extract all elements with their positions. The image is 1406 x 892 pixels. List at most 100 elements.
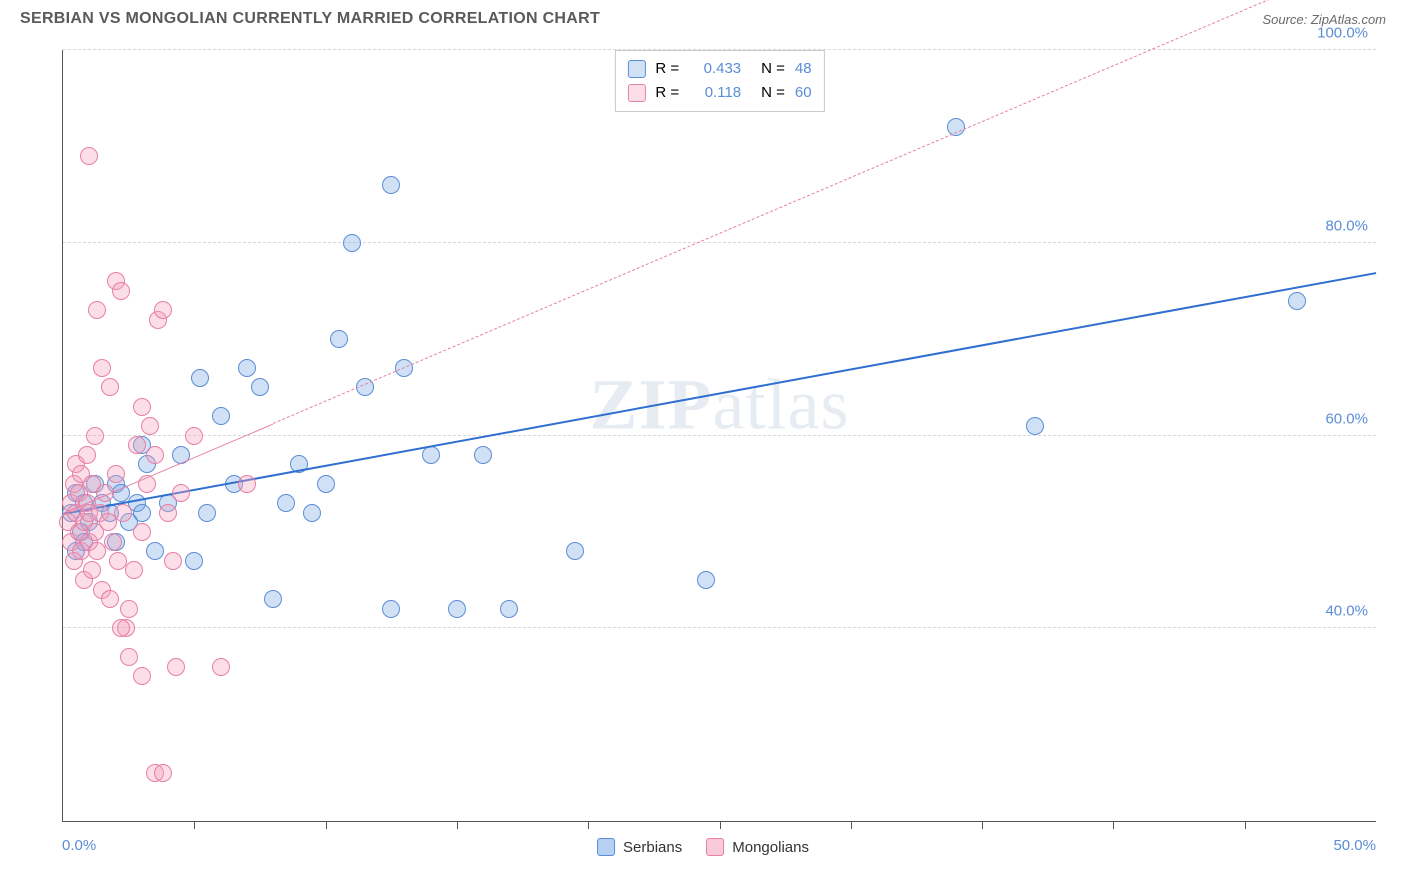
gridline: [63, 49, 1376, 50]
data-point: [238, 359, 256, 377]
data-point: [133, 523, 151, 541]
data-point: [83, 561, 101, 579]
gridline: [63, 627, 1376, 628]
data-point: [238, 475, 256, 493]
chart-container: Currently Married ZIPatlas R =0.433N =48…: [20, 40, 1386, 872]
title-bar: SERBIAN VS MONGOLIAN CURRENTLY MARRIED C…: [0, 0, 1406, 28]
legend-stat-row: R = 0.118 N = 60: [627, 81, 811, 105]
data-point: [128, 436, 146, 454]
x-tick: [588, 821, 589, 829]
data-point: [185, 427, 203, 445]
stat-n-value: 60: [795, 81, 812, 105]
x-axis-min-label: 0.0%: [62, 837, 96, 854]
data-point: [947, 118, 965, 136]
legend-stat-row: R = 0.433 N = 48: [627, 57, 811, 81]
stat-n-label: N =: [761, 81, 785, 105]
data-point: [80, 147, 98, 165]
data-point: [164, 552, 182, 570]
plot-area: ZIPatlas R =0.433N =48R =0.118N =60 40.0…: [62, 50, 1376, 822]
chart-title: SERBIAN VS MONGOLIAN CURRENTLY MARRIED C…: [20, 10, 600, 28]
legend-swatch: [597, 838, 615, 856]
data-point: [343, 234, 361, 252]
legend-swatch: [706, 838, 724, 856]
legend-swatch: [627, 60, 645, 78]
stat-n-label: N =: [761, 57, 785, 81]
legend-label: Serbians: [623, 839, 682, 856]
legend-swatch: [627, 84, 645, 102]
y-tick-label: 100.0%: [1317, 25, 1368, 42]
data-point: [133, 398, 151, 416]
legend-stats: R = 0.433 N = 48 R = 0.118 N = 60: [614, 50, 824, 112]
data-point: [114, 504, 132, 522]
data-point: [382, 600, 400, 618]
data-point: [146, 446, 164, 464]
data-point: [120, 648, 138, 666]
data-point: [112, 282, 130, 300]
data-point: [125, 561, 143, 579]
data-point: [251, 378, 269, 396]
legend-item: Serbians: [597, 838, 682, 856]
x-axis-max-label: 50.0%: [1333, 837, 1376, 854]
x-tick: [194, 821, 195, 829]
stat-r-label: R =: [655, 57, 679, 81]
data-point: [191, 369, 209, 387]
data-point: [198, 504, 216, 522]
data-point: [317, 475, 335, 493]
data-point: [154, 301, 172, 319]
x-tick: [457, 821, 458, 829]
data-point: [303, 504, 321, 522]
data-point: [448, 600, 466, 618]
x-tick: [720, 821, 721, 829]
x-tick: [1245, 821, 1246, 829]
data-point: [101, 590, 119, 608]
data-point: [277, 494, 295, 512]
data-point: [212, 407, 230, 425]
data-point: [172, 484, 190, 502]
data-point: [566, 542, 584, 560]
data-point: [167, 658, 185, 676]
data-point: [159, 504, 177, 522]
data-point: [697, 571, 715, 589]
stat-n-value: 48: [795, 57, 812, 81]
data-point: [1026, 417, 1044, 435]
x-tick: [851, 821, 852, 829]
data-point: [1288, 292, 1306, 310]
x-tick: [982, 821, 983, 829]
y-tick-label: 60.0%: [1325, 410, 1368, 427]
data-point: [264, 590, 282, 608]
data-point: [141, 417, 159, 435]
data-point: [330, 330, 348, 348]
data-point: [101, 378, 119, 396]
data-point: [500, 600, 518, 618]
x-tick: [1113, 821, 1114, 829]
data-point: [146, 542, 164, 560]
legend-label: Mongolians: [732, 839, 809, 856]
data-point: [86, 427, 104, 445]
legend-item: Mongolians: [706, 838, 809, 856]
gridline: [63, 435, 1376, 436]
data-point: [474, 446, 492, 464]
data-point: [154, 764, 172, 782]
data-point: [382, 176, 400, 194]
data-point: [212, 658, 230, 676]
data-point: [185, 552, 203, 570]
data-point: [133, 504, 151, 522]
data-point: [133, 667, 151, 685]
stat-r-value: 0.118: [689, 81, 741, 105]
data-point: [104, 533, 122, 551]
data-point: [93, 359, 111, 377]
gridline: [63, 242, 1376, 243]
data-point: [99, 513, 117, 531]
data-point: [88, 301, 106, 319]
data-point: [107, 465, 125, 483]
data-point: [172, 446, 190, 464]
legend-series: Serbians Mongolians: [597, 838, 809, 856]
y-tick-label: 40.0%: [1325, 603, 1368, 620]
data-point: [88, 542, 106, 560]
x-tick: [326, 821, 327, 829]
data-point: [112, 619, 130, 637]
data-point: [78, 446, 96, 464]
y-tick-label: 80.0%: [1325, 217, 1368, 234]
stat-r-value: 0.433: [689, 57, 741, 81]
stat-r-label: R =: [655, 81, 679, 105]
